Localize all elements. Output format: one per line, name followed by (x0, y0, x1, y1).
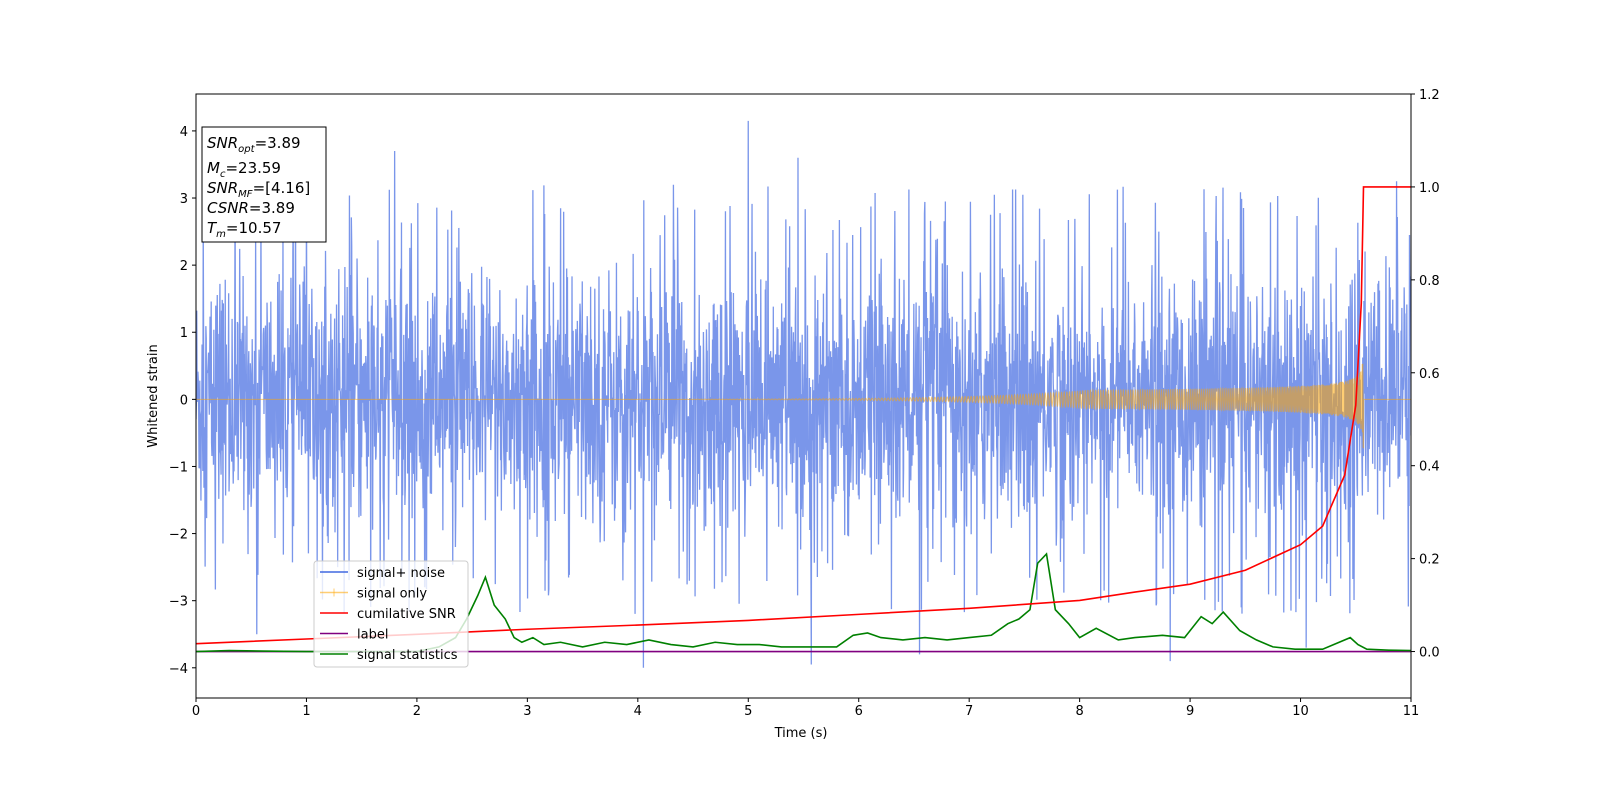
x-tick-label: 7 (965, 704, 973, 719)
series-signal-only (196, 363, 1411, 449)
y-axis-ticks: −4 −3 −2 −1 0 1 2 3 4 (169, 125, 196, 677)
annotation-frame (201, 126, 327, 243)
y-axis-label: Whitened strain (146, 344, 161, 447)
legend-label: signal statistics (357, 648, 458, 663)
legend-label: label (357, 628, 388, 643)
y-tick-label: 1 (180, 326, 188, 341)
legend-label: signal only (357, 587, 427, 602)
annotation-snr-opt: SNRopt=3.89 (207, 134, 301, 155)
legend-item-signal-statistics: signal statistics (320, 648, 458, 663)
signal-only-line (196, 363, 1411, 449)
annotation-tm: Tm=10.57 (207, 219, 281, 240)
legend-frame (313, 560, 469, 668)
y-tick-label: 0 (180, 393, 188, 408)
annotation-snr-mf: SNRMF=[4.16] (207, 179, 310, 200)
y2-tick-label: 0.2 (1419, 553, 1440, 568)
y-tick-label: 3 (180, 192, 188, 207)
x-tick-label: 8 (1075, 704, 1083, 719)
legend: signal+ noise signal only cumilative SNR la… (313, 560, 469, 668)
legend-item-label: label (320, 628, 388, 643)
x-axis-ticks: 0 1 2 3 4 5 6 7 8 9 10 11 (192, 698, 1419, 719)
y-tick-label: −2 (169, 528, 188, 543)
signal-plus-noise-line (196, 120, 1411, 668)
y2-tick-label: 0.0 (1419, 646, 1440, 661)
annotation-mc: Mc=23.59 (207, 159, 281, 180)
y-tick-label: 4 (180, 125, 188, 140)
y-tick-label: −1 (169, 460, 188, 475)
series-signal-statistics-line (196, 552, 1411, 653)
annotation-csnr: CSNR=3.89 (207, 199, 295, 217)
y-tick-label: −4 (169, 662, 188, 677)
y2-tick-label: 1.2 (1419, 88, 1440, 103)
legend-label: cumilative SNR (357, 607, 456, 622)
y2-tick-label: 0.8 (1419, 274, 1440, 289)
x-tick-label: 5 (744, 704, 752, 719)
x-tick-label: 10 (1292, 704, 1309, 719)
x-tick-label: 1 (302, 704, 310, 719)
x-tick-label: 3 (523, 704, 531, 719)
y2-tick-label: 0.6 (1419, 367, 1440, 382)
y2-axis-ticks: 0.0 0.2 0.4 0.6 0.8 1.0 1.2 (1411, 88, 1440, 661)
legend-item-cumilative-snr: cumilative SNR (320, 607, 456, 622)
y2-tick-label: 0.4 (1419, 460, 1440, 475)
y2-tick-label: 1.0 (1419, 181, 1440, 196)
x-tick-label: 2 (413, 704, 421, 719)
legend-label: signal+ noise (357, 566, 445, 581)
annotation-box: SNRopt=3.89 Mc=23.59 SNRMF=[4.16] CSNR=3… (201, 126, 327, 243)
legend-item-signal-noise: signal+ noise (320, 566, 445, 581)
y-tick-label: −3 (169, 595, 188, 610)
series-cumilative-snr-line (196, 186, 1411, 645)
x-tick-label: 6 (855, 704, 863, 719)
x-tick-label: 9 (1186, 704, 1194, 719)
x-tick-label: 4 (634, 704, 642, 719)
axes-frame (195, 93, 1412, 699)
x-tick-label: 0 (192, 704, 200, 719)
series-signal-plus-noise (196, 120, 1411, 668)
legend-item-signal-only: signal only (320, 587, 427, 602)
x-tick-label: 11 (1403, 704, 1420, 719)
x-axis-label: Time (s) (774, 726, 828, 741)
y-tick-label: 2 (180, 259, 188, 274)
